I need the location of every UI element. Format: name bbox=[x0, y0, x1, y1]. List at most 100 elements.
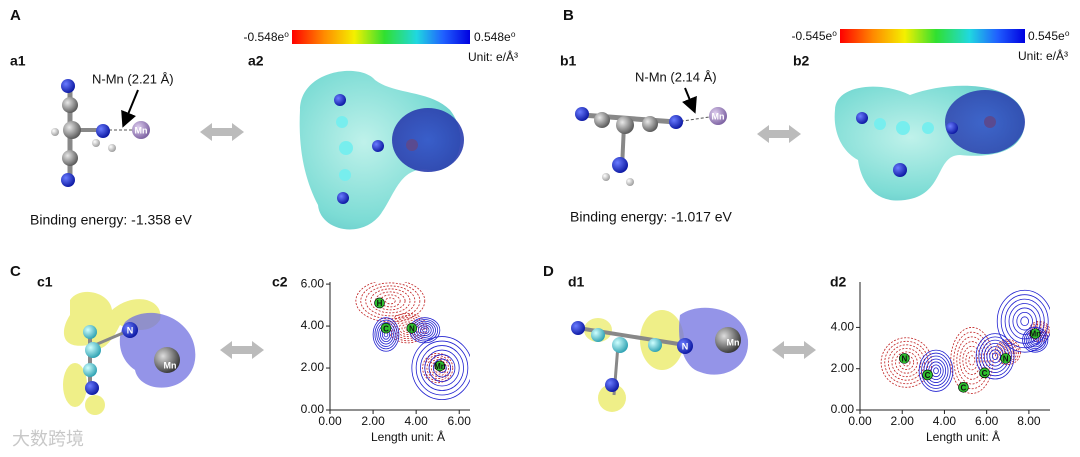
contour bbox=[880, 337, 933, 388]
contour bbox=[432, 358, 452, 378]
x-tick-label: 4.00 bbox=[933, 414, 957, 428]
pointer-arrow bbox=[682, 87, 697, 114]
subpanel-label: a1 bbox=[10, 53, 26, 69]
contour bbox=[428, 354, 456, 382]
atom-label: N bbox=[1003, 354, 1009, 363]
subpanel-label: c1 bbox=[37, 274, 53, 290]
contour bbox=[374, 319, 398, 350]
atom-label: N bbox=[682, 341, 689, 351]
y-tick-label: 0.00 bbox=[301, 402, 325, 416]
binding-energy: Binding energy: -1.017 eV bbox=[570, 209, 733, 225]
contour bbox=[965, 350, 979, 371]
contour bbox=[923, 355, 949, 386]
contour bbox=[959, 341, 985, 380]
binding-energy: Binding energy: -1.358 eV bbox=[30, 212, 193, 228]
contour bbox=[930, 364, 942, 378]
contour bbox=[372, 317, 400, 352]
atom-marker bbox=[1029, 328, 1041, 339]
panel-label: B bbox=[563, 7, 574, 24]
atom-label: C bbox=[925, 371, 931, 380]
contour bbox=[1020, 316, 1029, 327]
contour bbox=[376, 322, 396, 347]
contour bbox=[413, 320, 436, 340]
atom-label: Mn bbox=[1029, 330, 1041, 339]
annotation: N-Mn (2.14 Å) bbox=[635, 69, 717, 84]
unit-label: Unit: e/Å³ bbox=[468, 49, 518, 64]
contour bbox=[891, 347, 922, 378]
contour bbox=[420, 326, 430, 335]
contour bbox=[384, 297, 396, 305]
atom-marker bbox=[899, 353, 910, 364]
contour bbox=[422, 352, 454, 384]
colorbar-max: 0.548e⁰ bbox=[474, 30, 516, 44]
annotation: N-Mn (2.21 Å) bbox=[92, 71, 174, 86]
subpanel-label: c2 bbox=[272, 274, 288, 290]
watermark: 大数跨境 bbox=[12, 429, 84, 449]
atom-marker bbox=[958, 381, 969, 393]
x-tick-label: 0.00 bbox=[318, 414, 342, 428]
x-tick-label: 2.00 bbox=[361, 414, 385, 428]
y-tick-label: 4.00 bbox=[831, 320, 855, 334]
colorbar bbox=[840, 29, 1025, 43]
molecule: Mn bbox=[575, 107, 727, 186]
x-tick-label: 2.00 bbox=[891, 414, 915, 428]
double-arrow bbox=[220, 341, 264, 359]
colorbar bbox=[292, 30, 470, 44]
contour bbox=[1029, 322, 1049, 341]
atom-marker bbox=[979, 367, 990, 379]
contour bbox=[956, 336, 988, 385]
contour bbox=[998, 342, 1018, 362]
atom-label: N bbox=[409, 324, 415, 333]
contour bbox=[1012, 307, 1037, 335]
contour bbox=[370, 288, 411, 314]
contour bbox=[968, 355, 976, 366]
contour bbox=[895, 351, 918, 374]
contour bbox=[420, 345, 464, 391]
atom-label: Mn bbox=[727, 337, 740, 347]
contour bbox=[884, 340, 929, 385]
atom-marker bbox=[406, 322, 418, 334]
contour bbox=[365, 285, 416, 317]
x-axis-label: Length unit: Å bbox=[926, 429, 1000, 444]
contour bbox=[918, 349, 954, 392]
esp-surface bbox=[834, 85, 1025, 201]
y-tick-label: 2.00 bbox=[831, 361, 855, 375]
subpanel-label: b1 bbox=[560, 53, 577, 69]
contour bbox=[1000, 294, 1049, 349]
contour bbox=[375, 291, 406, 311]
esp-surface bbox=[299, 70, 464, 230]
molecule: Mn bbox=[51, 79, 150, 187]
contour bbox=[417, 324, 432, 337]
contour bbox=[1031, 323, 1048, 340]
contour bbox=[989, 349, 1001, 364]
contour bbox=[415, 340, 469, 396]
contour bbox=[1034, 326, 1045, 337]
subpanel-label: a2 bbox=[248, 53, 264, 69]
double-arrow bbox=[757, 125, 801, 143]
density-difference: N Mn bbox=[63, 291, 196, 415]
atom-label: H bbox=[377, 299, 383, 308]
atom-marker bbox=[374, 297, 385, 309]
colorbar-max: 0.545e⁰ bbox=[1028, 29, 1070, 43]
atom-marker bbox=[1000, 353, 1011, 364]
contour bbox=[975, 333, 1015, 380]
y-tick-label: 0.00 bbox=[831, 402, 855, 416]
pointer-arrow bbox=[121, 89, 139, 128]
panel-label: D bbox=[543, 263, 554, 280]
atom-marker bbox=[380, 322, 392, 334]
contour bbox=[424, 349, 460, 387]
contour bbox=[898, 355, 915, 370]
x-tick-label: 0.00 bbox=[848, 414, 872, 428]
contour bbox=[355, 282, 426, 323]
atom-label: Mn bbox=[164, 360, 177, 370]
subpanel-label: d2 bbox=[830, 274, 847, 290]
atom-label: C bbox=[961, 383, 967, 392]
contour bbox=[996, 341, 1020, 364]
x-tick-label: 6.00 bbox=[448, 414, 472, 428]
contour bbox=[991, 352, 999, 360]
contour bbox=[360, 282, 421, 320]
contours bbox=[880, 289, 1050, 394]
colorbar-min: -0.548e⁰ bbox=[243, 30, 289, 44]
atom-label: N bbox=[901, 354, 907, 363]
